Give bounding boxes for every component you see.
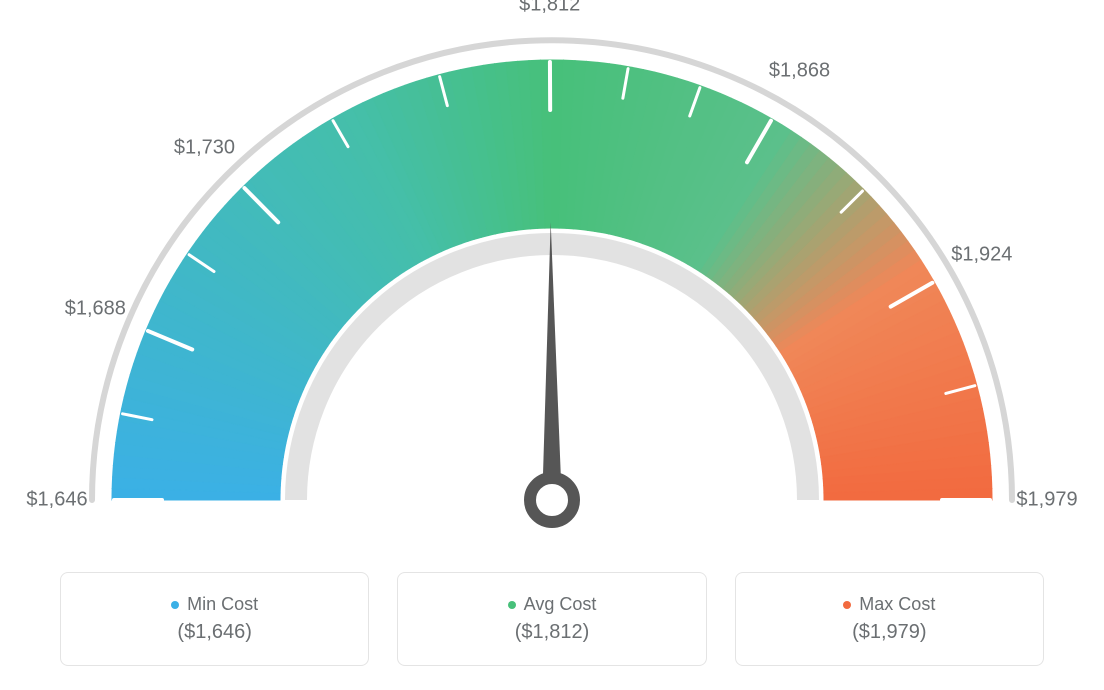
- gauge-tick-label: $1,688: [65, 297, 126, 320]
- gauge-tick-label: $1,812: [519, 0, 580, 17]
- avg-cost-value: ($1,812): [515, 621, 590, 644]
- gauge-tick-label: $1,979: [1016, 489, 1077, 512]
- avg-cost-dot: [508, 601, 516, 609]
- min-cost-label-row: Min Cost: [171, 594, 258, 615]
- max-cost-card: Max Cost ($1,979): [735, 572, 1044, 666]
- gauge-chart-container: { "gauge": { "type": "gauge", "cx": 552,…: [0, 0, 1104, 690]
- max-cost-dot: [843, 601, 851, 609]
- max-cost-value: ($1,979): [852, 621, 927, 644]
- avg-cost-label: Avg Cost: [524, 594, 597, 615]
- gauge-tick-label: $1,868: [769, 60, 830, 83]
- max-cost-label: Max Cost: [859, 594, 935, 615]
- avg-cost-label-row: Avg Cost: [508, 594, 597, 615]
- gauge-tick-label: $1,730: [174, 136, 235, 159]
- min-cost-value: ($1,646): [177, 621, 252, 644]
- summary-cards: Min Cost ($1,646) Avg Cost ($1,812) Max …: [60, 572, 1044, 666]
- gauge-tick-label: $1,924: [951, 243, 1012, 266]
- avg-cost-card: Avg Cost ($1,812): [397, 572, 706, 666]
- gauge-tick-label: $1,646: [26, 489, 87, 512]
- min-cost-card: Min Cost ($1,646): [60, 572, 369, 666]
- gauge-area: $1,646 $1,688 $1,730 $1,812 $1,868 $1,924 $1,9…: [0, 0, 1104, 560]
- min-cost-dot: [171, 601, 179, 609]
- min-cost-label: Min Cost: [187, 594, 258, 615]
- max-cost-label-row: Max Cost: [843, 594, 935, 615]
- gauge-svg: [0, 0, 1104, 560]
